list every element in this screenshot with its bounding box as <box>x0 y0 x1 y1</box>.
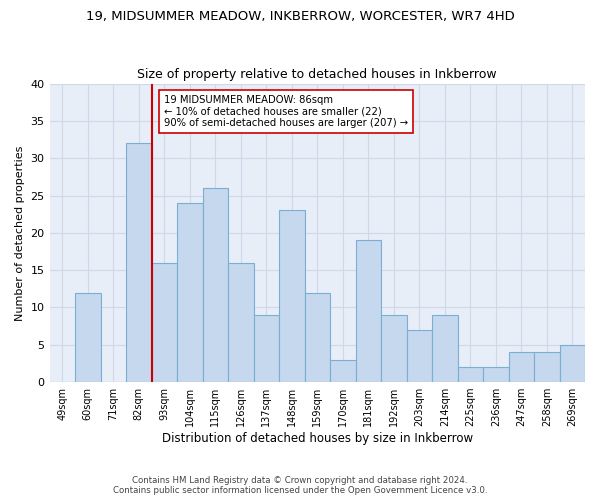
Bar <box>483 367 509 382</box>
Bar <box>381 315 407 382</box>
Bar <box>203 188 228 382</box>
Bar <box>356 240 381 382</box>
Bar <box>177 203 203 382</box>
Bar <box>126 144 152 382</box>
Title: Size of property relative to detached houses in Inkberrow: Size of property relative to detached ho… <box>137 68 497 81</box>
X-axis label: Distribution of detached houses by size in Inkberrow: Distribution of detached houses by size … <box>162 432 473 445</box>
Bar <box>75 292 101 382</box>
Bar <box>254 315 279 382</box>
Text: Contains HM Land Registry data © Crown copyright and database right 2024.
Contai: Contains HM Land Registry data © Crown c… <box>113 476 487 495</box>
Bar <box>534 352 560 382</box>
Bar <box>509 352 534 382</box>
Bar <box>560 345 585 382</box>
Text: 19 MIDSUMMER MEADOW: 86sqm
← 10% of detached houses are smaller (22)
90% of semi: 19 MIDSUMMER MEADOW: 86sqm ← 10% of deta… <box>164 95 409 128</box>
Bar <box>279 210 305 382</box>
Bar <box>152 262 177 382</box>
Bar <box>407 330 432 382</box>
Bar <box>228 262 254 382</box>
Bar <box>330 360 356 382</box>
Bar <box>432 315 458 382</box>
Bar <box>458 367 483 382</box>
Bar <box>305 292 330 382</box>
Text: 19, MIDSUMMER MEADOW, INKBERROW, WORCESTER, WR7 4HD: 19, MIDSUMMER MEADOW, INKBERROW, WORCEST… <box>86 10 514 23</box>
Y-axis label: Number of detached properties: Number of detached properties <box>15 145 25 320</box>
